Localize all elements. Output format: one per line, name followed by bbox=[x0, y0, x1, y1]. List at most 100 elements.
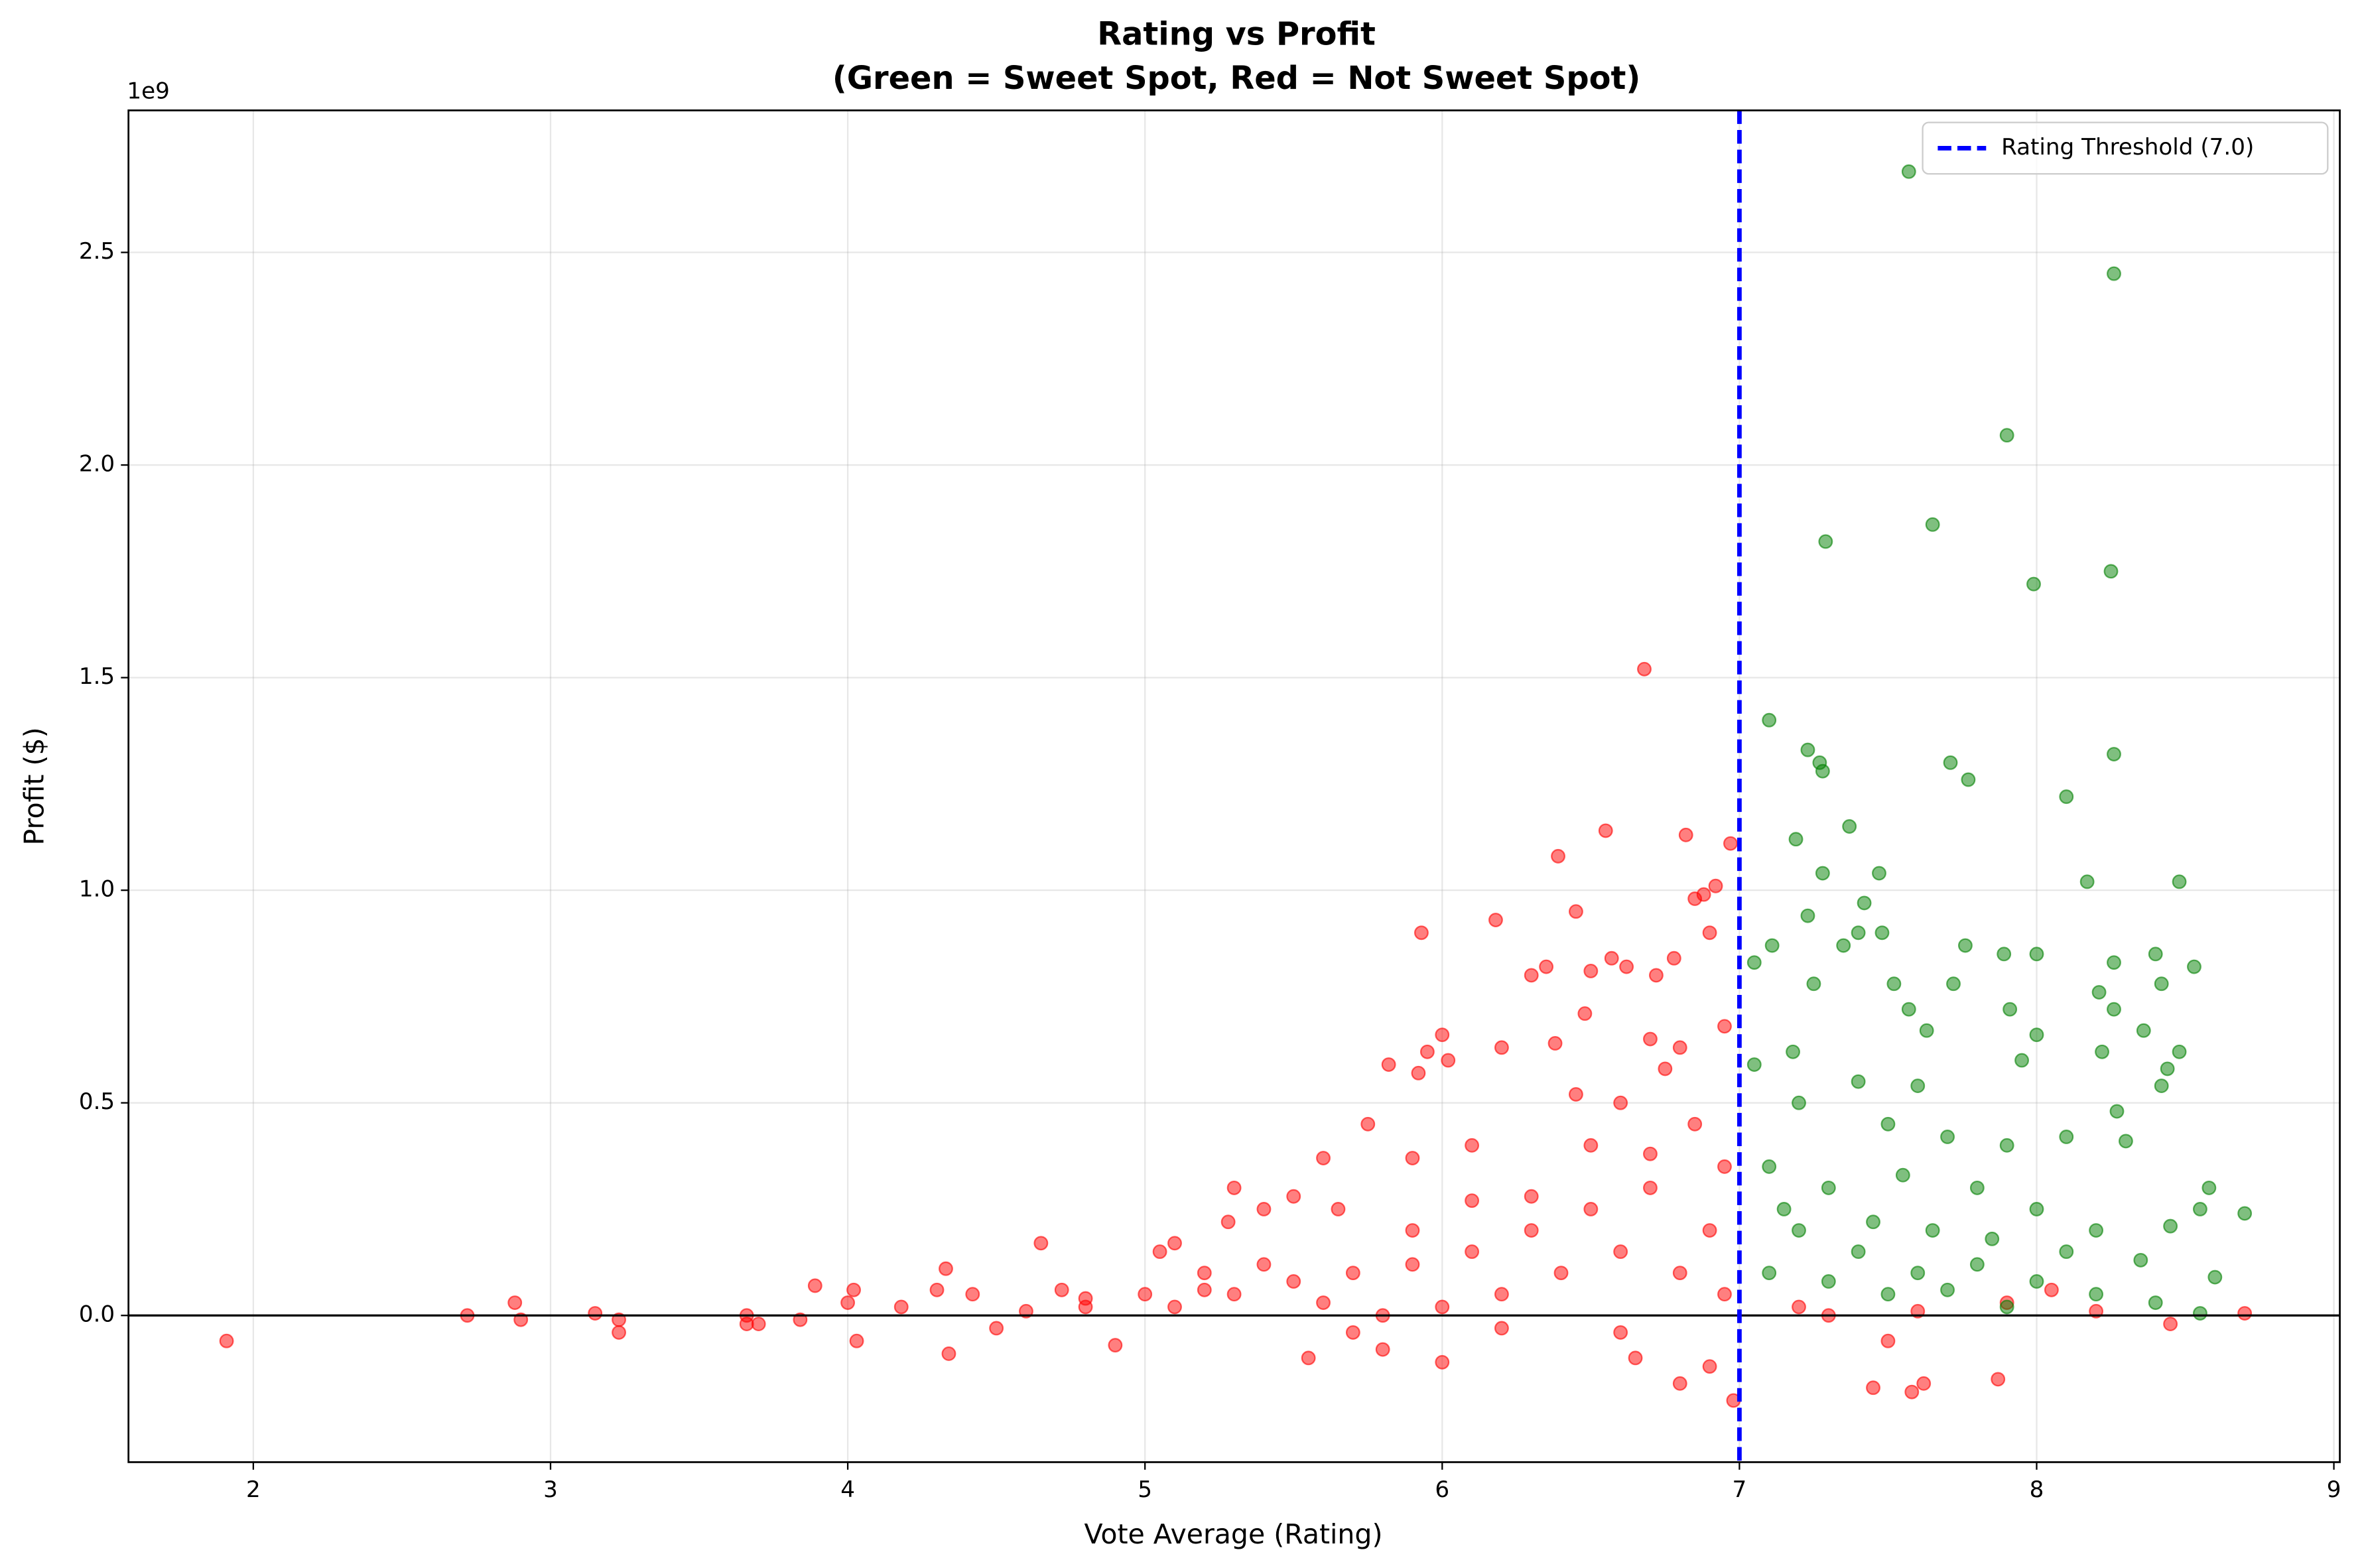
scatter-point bbox=[1985, 1231, 2000, 1246]
scatter-point bbox=[1957, 938, 1973, 953]
scatter-point bbox=[1874, 925, 1890, 941]
scatter-point bbox=[1857, 895, 1872, 911]
scatter-point bbox=[2107, 747, 2121, 761]
y-tick-label: 0.5 bbox=[79, 1088, 115, 1115]
scatter-point bbox=[1821, 1180, 1836, 1195]
scatter-point bbox=[2026, 576, 2041, 592]
scatter-point bbox=[2089, 1287, 2104, 1302]
scatter-point bbox=[1220, 1214, 1236, 1230]
scatter-point bbox=[1604, 950, 1619, 966]
scatter-point bbox=[2029, 947, 2044, 962]
scatter-point bbox=[1411, 1065, 1426, 1080]
scatter-point bbox=[1488, 913, 1503, 927]
scatter-point bbox=[1746, 955, 1762, 970]
scatter-point bbox=[1999, 1299, 2014, 1315]
scatter-point bbox=[1880, 1116, 1896, 1132]
scatter-point bbox=[1524, 1189, 1539, 1204]
scatter-point bbox=[1916, 1376, 1932, 1391]
scatter-point bbox=[1806, 976, 1821, 992]
scatter-point bbox=[1643, 1146, 1658, 1161]
scatter-point bbox=[1033, 1236, 1049, 1251]
scatter-point bbox=[1658, 1061, 1673, 1077]
scatter-point bbox=[1405, 1223, 1420, 1238]
scatter-point bbox=[1764, 938, 1780, 953]
x-axis-label: Vote Average (Rating) bbox=[1084, 1518, 1383, 1550]
scatter-point bbox=[1405, 1257, 1420, 1272]
scatter-point bbox=[1851, 925, 1866, 941]
scatter-point bbox=[2163, 1317, 2178, 1332]
legend: Rating Threshold (7.0) bbox=[1922, 121, 2329, 175]
scatter-point bbox=[1866, 1214, 1880, 1230]
x-tick-label: 9 bbox=[2327, 1476, 2341, 1503]
scatter-point bbox=[1746, 1057, 1762, 1072]
scatter-point bbox=[2103, 564, 2119, 579]
scatter-point bbox=[2207, 1270, 2223, 1285]
scatter-point bbox=[1598, 823, 1613, 838]
scatter-point bbox=[1717, 1287, 1732, 1302]
x-tick-label: 7 bbox=[1733, 1476, 1747, 1503]
scatter-point bbox=[2107, 1002, 2121, 1017]
scatter-point bbox=[1494, 1040, 1509, 1055]
scatter-point bbox=[1435, 1027, 1450, 1043]
scatter-point bbox=[2003, 1002, 2018, 1017]
scatter-point bbox=[1880, 1287, 1896, 1302]
scatter-point bbox=[1301, 1350, 1316, 1366]
y-offset-label: 1e9 bbox=[127, 78, 170, 105]
scatter-point bbox=[2136, 1023, 2151, 1038]
scatter-point bbox=[1553, 1266, 1569, 1281]
scatter-point bbox=[1872, 866, 1886, 881]
scatter-point bbox=[1815, 866, 1830, 881]
scatter-point bbox=[1910, 1078, 1926, 1094]
scatter-point bbox=[1524, 1223, 1539, 1238]
scatter-point bbox=[1815, 763, 1830, 779]
scatter-point bbox=[1316, 1151, 1331, 1165]
scatter-point bbox=[2089, 1223, 2104, 1238]
scatter-point bbox=[1568, 1086, 1583, 1102]
scatter-point bbox=[1904, 1384, 1920, 1400]
scatter-point bbox=[1613, 1325, 1628, 1340]
scatter-point bbox=[2192, 1202, 2207, 1216]
scatter-point bbox=[2160, 1061, 2175, 1077]
scatter-point bbox=[2118, 1134, 2133, 1149]
scatter-point bbox=[1762, 712, 1777, 728]
scatter-point bbox=[1919, 1023, 1934, 1038]
scatter-point bbox=[893, 1299, 909, 1315]
scatter-point bbox=[1886, 976, 1902, 992]
scatter-point bbox=[1786, 1044, 1800, 1059]
scatter-point bbox=[2237, 1206, 2253, 1221]
scatter-point bbox=[1997, 947, 2012, 962]
scatter-point bbox=[1286, 1189, 1301, 1204]
scatter-point bbox=[846, 1282, 861, 1297]
scatter-point bbox=[1792, 1095, 1806, 1110]
scatter-point bbox=[2187, 959, 2201, 974]
scatter-point bbox=[1643, 1031, 1658, 1047]
scatter-point bbox=[2148, 1295, 2163, 1310]
scatter-point bbox=[1375, 1342, 1390, 1357]
scatter-point bbox=[1940, 1130, 1955, 1144]
scatter-point bbox=[2029, 1274, 2044, 1289]
scatter-point bbox=[1792, 1223, 1806, 1238]
scatter-point bbox=[1666, 950, 1681, 966]
scatter-point bbox=[1583, 964, 1599, 978]
legend-label: Rating Threshold (7.0) bbox=[2001, 134, 2254, 161]
scatter-point bbox=[1800, 908, 1815, 923]
scatter-point bbox=[1776, 1202, 1792, 1216]
scatter-point bbox=[1167, 1236, 1182, 1251]
scatter-point bbox=[1696, 887, 1711, 902]
scatter-point bbox=[989, 1321, 1004, 1336]
scatter-point bbox=[1702, 1359, 1717, 1374]
scatter-point bbox=[1494, 1321, 1509, 1336]
scatter-point bbox=[2201, 1180, 2217, 1195]
x-tick-label: 8 bbox=[2030, 1476, 2044, 1503]
scatter-point bbox=[1465, 1244, 1480, 1260]
scatter-point bbox=[1197, 1282, 1212, 1297]
scatter-point bbox=[2107, 955, 2121, 970]
scatter-point bbox=[941, 1346, 956, 1361]
scatter-point bbox=[1551, 848, 1565, 864]
scatter-point bbox=[1940, 1282, 1955, 1297]
scatter-point bbox=[1256, 1202, 1272, 1216]
scatter-point bbox=[1619, 959, 1634, 974]
scatter-point bbox=[1643, 1180, 1658, 1195]
x-tick-label: 5 bbox=[1138, 1476, 1152, 1503]
scatter-point bbox=[1256, 1257, 1272, 1272]
